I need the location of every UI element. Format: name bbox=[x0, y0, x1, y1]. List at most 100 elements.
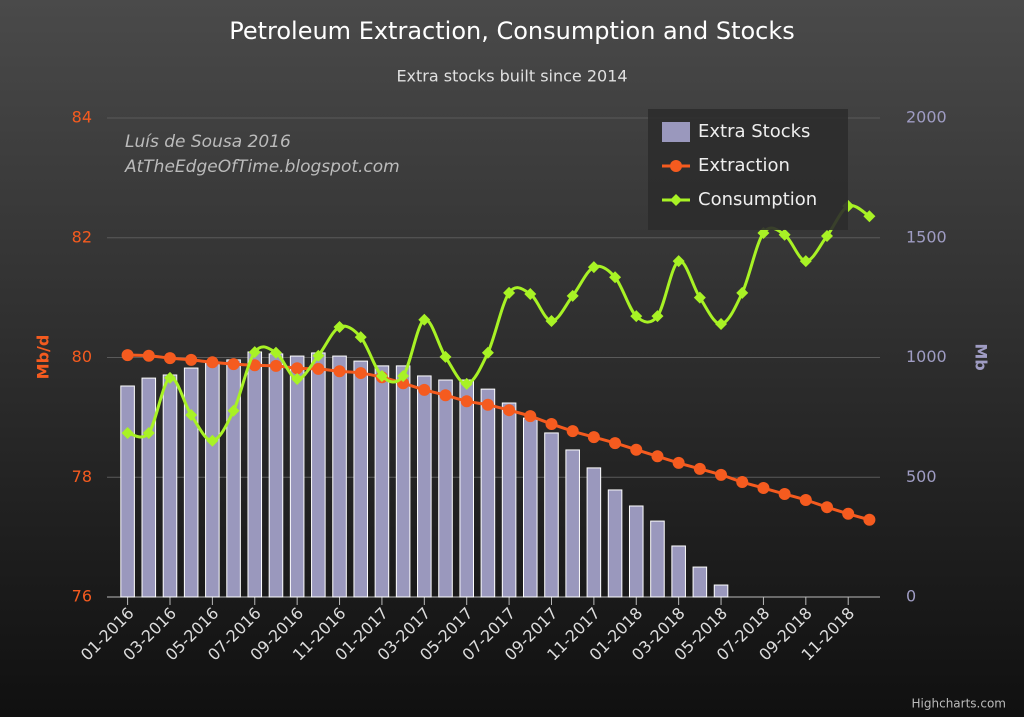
point bbox=[481, 398, 494, 411]
point bbox=[312, 349, 325, 362]
point bbox=[524, 288, 537, 301]
point bbox=[418, 313, 431, 326]
point bbox=[142, 426, 155, 439]
point bbox=[863, 210, 876, 223]
credits: Highcharts.com bbox=[912, 697, 1006, 711]
point bbox=[185, 353, 198, 366]
bar bbox=[501, 402, 517, 598]
bar bbox=[607, 489, 623, 598]
bar bbox=[480, 388, 496, 598]
y-tick-label: 82 bbox=[72, 227, 92, 246]
point bbox=[121, 349, 134, 362]
bar bbox=[332, 355, 347, 598]
point bbox=[715, 468, 728, 481]
point bbox=[609, 437, 622, 450]
legend-swatch bbox=[662, 122, 690, 142]
y-tick-label: 76 bbox=[72, 587, 92, 606]
point bbox=[248, 359, 261, 372]
point bbox=[715, 317, 728, 330]
bar bbox=[289, 355, 305, 598]
legend-label: Consumption bbox=[698, 189, 817, 210]
y2-tick-label: 0 bbox=[906, 587, 916, 606]
point bbox=[163, 352, 176, 365]
point bbox=[778, 488, 791, 501]
point bbox=[566, 289, 579, 302]
point bbox=[842, 507, 855, 520]
bar bbox=[650, 520, 665, 598]
bar bbox=[586, 467, 602, 598]
point bbox=[503, 286, 516, 299]
point bbox=[672, 456, 685, 469]
legend-label: Extraction bbox=[698, 155, 790, 176]
point bbox=[354, 367, 367, 380]
legend-swatch bbox=[670, 194, 682, 206]
point bbox=[418, 383, 431, 396]
bar bbox=[374, 365, 390, 598]
point bbox=[545, 417, 558, 430]
y-tick-label: 78 bbox=[72, 467, 92, 486]
point bbox=[227, 404, 240, 417]
point bbox=[799, 494, 812, 507]
bar bbox=[628, 505, 644, 598]
legend-label: Extra Stocks bbox=[698, 121, 810, 142]
point bbox=[693, 462, 706, 475]
y2-tick-label: 500 bbox=[906, 467, 937, 486]
bar bbox=[268, 353, 284, 598]
bar bbox=[438, 379, 453, 598]
y2-axis-title: Mb bbox=[972, 343, 991, 370]
point bbox=[736, 286, 749, 299]
y2-tick-label: 1000 bbox=[906, 347, 947, 366]
point bbox=[799, 255, 812, 268]
point bbox=[778, 228, 791, 241]
bar bbox=[162, 374, 178, 598]
bar bbox=[141, 377, 157, 598]
point bbox=[269, 346, 282, 359]
point bbox=[821, 501, 834, 514]
y2-tick-label: 1500 bbox=[906, 227, 947, 246]
point bbox=[693, 291, 706, 304]
point bbox=[121, 426, 134, 439]
bar bbox=[395, 365, 411, 598]
point bbox=[439, 389, 452, 402]
y-tick-label: 84 bbox=[72, 108, 92, 127]
point bbox=[439, 350, 452, 363]
bar bbox=[565, 449, 580, 598]
point bbox=[354, 331, 367, 344]
point bbox=[206, 434, 219, 447]
point bbox=[333, 365, 346, 378]
bar bbox=[692, 566, 708, 598]
y2-tick-label: 2000 bbox=[906, 108, 947, 127]
point bbox=[672, 255, 685, 268]
point bbox=[142, 349, 155, 362]
point bbox=[821, 229, 834, 242]
point bbox=[630, 310, 643, 323]
bar bbox=[544, 432, 559, 598]
point bbox=[291, 373, 304, 386]
chart-title: Petroleum Extraction, Consumption and St… bbox=[229, 17, 795, 45]
point bbox=[375, 370, 388, 383]
point bbox=[312, 362, 325, 375]
point bbox=[630, 443, 643, 456]
bar bbox=[523, 417, 538, 598]
annotation: Luís de Sousa 2016 bbox=[125, 132, 291, 152]
y-tick-label: 80 bbox=[72, 347, 92, 366]
point bbox=[651, 450, 664, 463]
point bbox=[227, 358, 240, 371]
bar bbox=[205, 362, 220, 598]
point bbox=[587, 261, 600, 274]
bar bbox=[417, 375, 432, 598]
point bbox=[397, 370, 410, 383]
point bbox=[291, 362, 304, 375]
bar bbox=[459, 379, 474, 598]
point bbox=[460, 377, 473, 390]
bar bbox=[183, 367, 199, 598]
legend-swatch bbox=[670, 160, 682, 172]
point bbox=[503, 404, 516, 417]
y-axis-title: Mb/d bbox=[34, 335, 53, 380]
point bbox=[609, 271, 622, 284]
point bbox=[460, 395, 473, 408]
point bbox=[481, 346, 494, 359]
bar bbox=[120, 385, 135, 598]
